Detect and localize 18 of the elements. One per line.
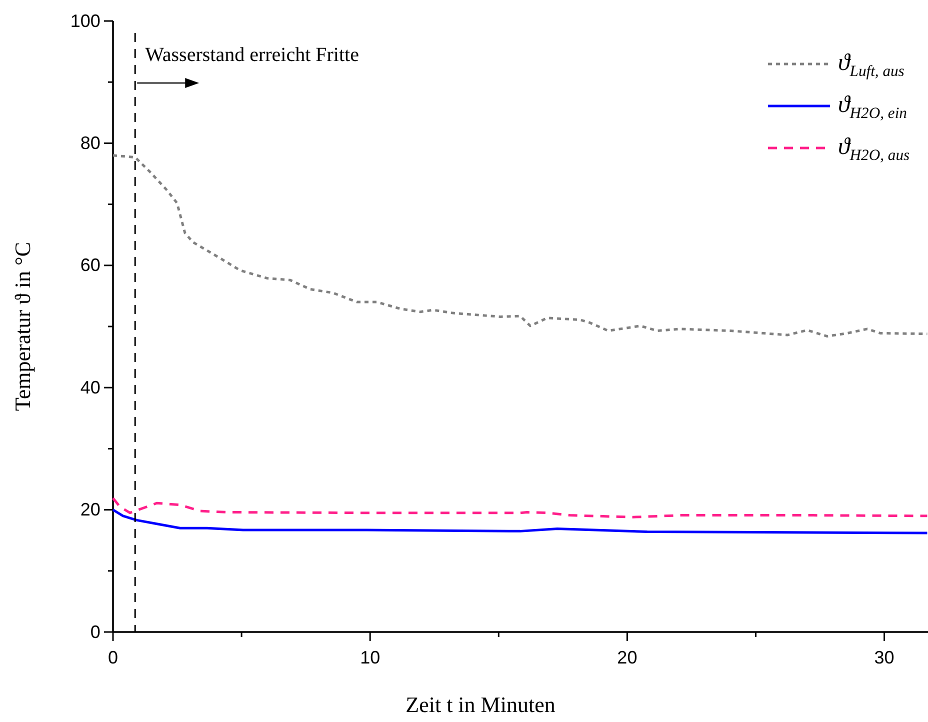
y-tick-label: 20 [80, 500, 100, 520]
ref-line-label: Wasserstand erreicht Fritte [145, 44, 360, 66]
x-axis-title: Zeit t in Minuten [406, 692, 556, 717]
y-tick-label: 100 [70, 10, 100, 31]
legend-label: ϑ$_{Luft, aus}$ [838, 50, 904, 80]
legend-label: ϑ$_{H2O, ein}$ [838, 92, 908, 122]
legend-label: ϑ$_{H2O, aus}$ [838, 134, 910, 164]
line-series [112, 496, 928, 518]
line-series [112, 508, 928, 534]
x-tick-label: 0 [108, 648, 118, 668]
x-tick-label: 30 [874, 648, 894, 668]
y-tick-label: 0 [90, 622, 100, 642]
y-axis-title: Temperatur ϑ in °C [10, 242, 35, 412]
x-tick-label: 10 [360, 648, 380, 668]
y-tick-label: 60 [80, 255, 100, 276]
y-tick-label: 80 [80, 132, 100, 153]
y-tick-label: 40 [80, 377, 100, 398]
x-tick-label: 20 [617, 648, 638, 668]
